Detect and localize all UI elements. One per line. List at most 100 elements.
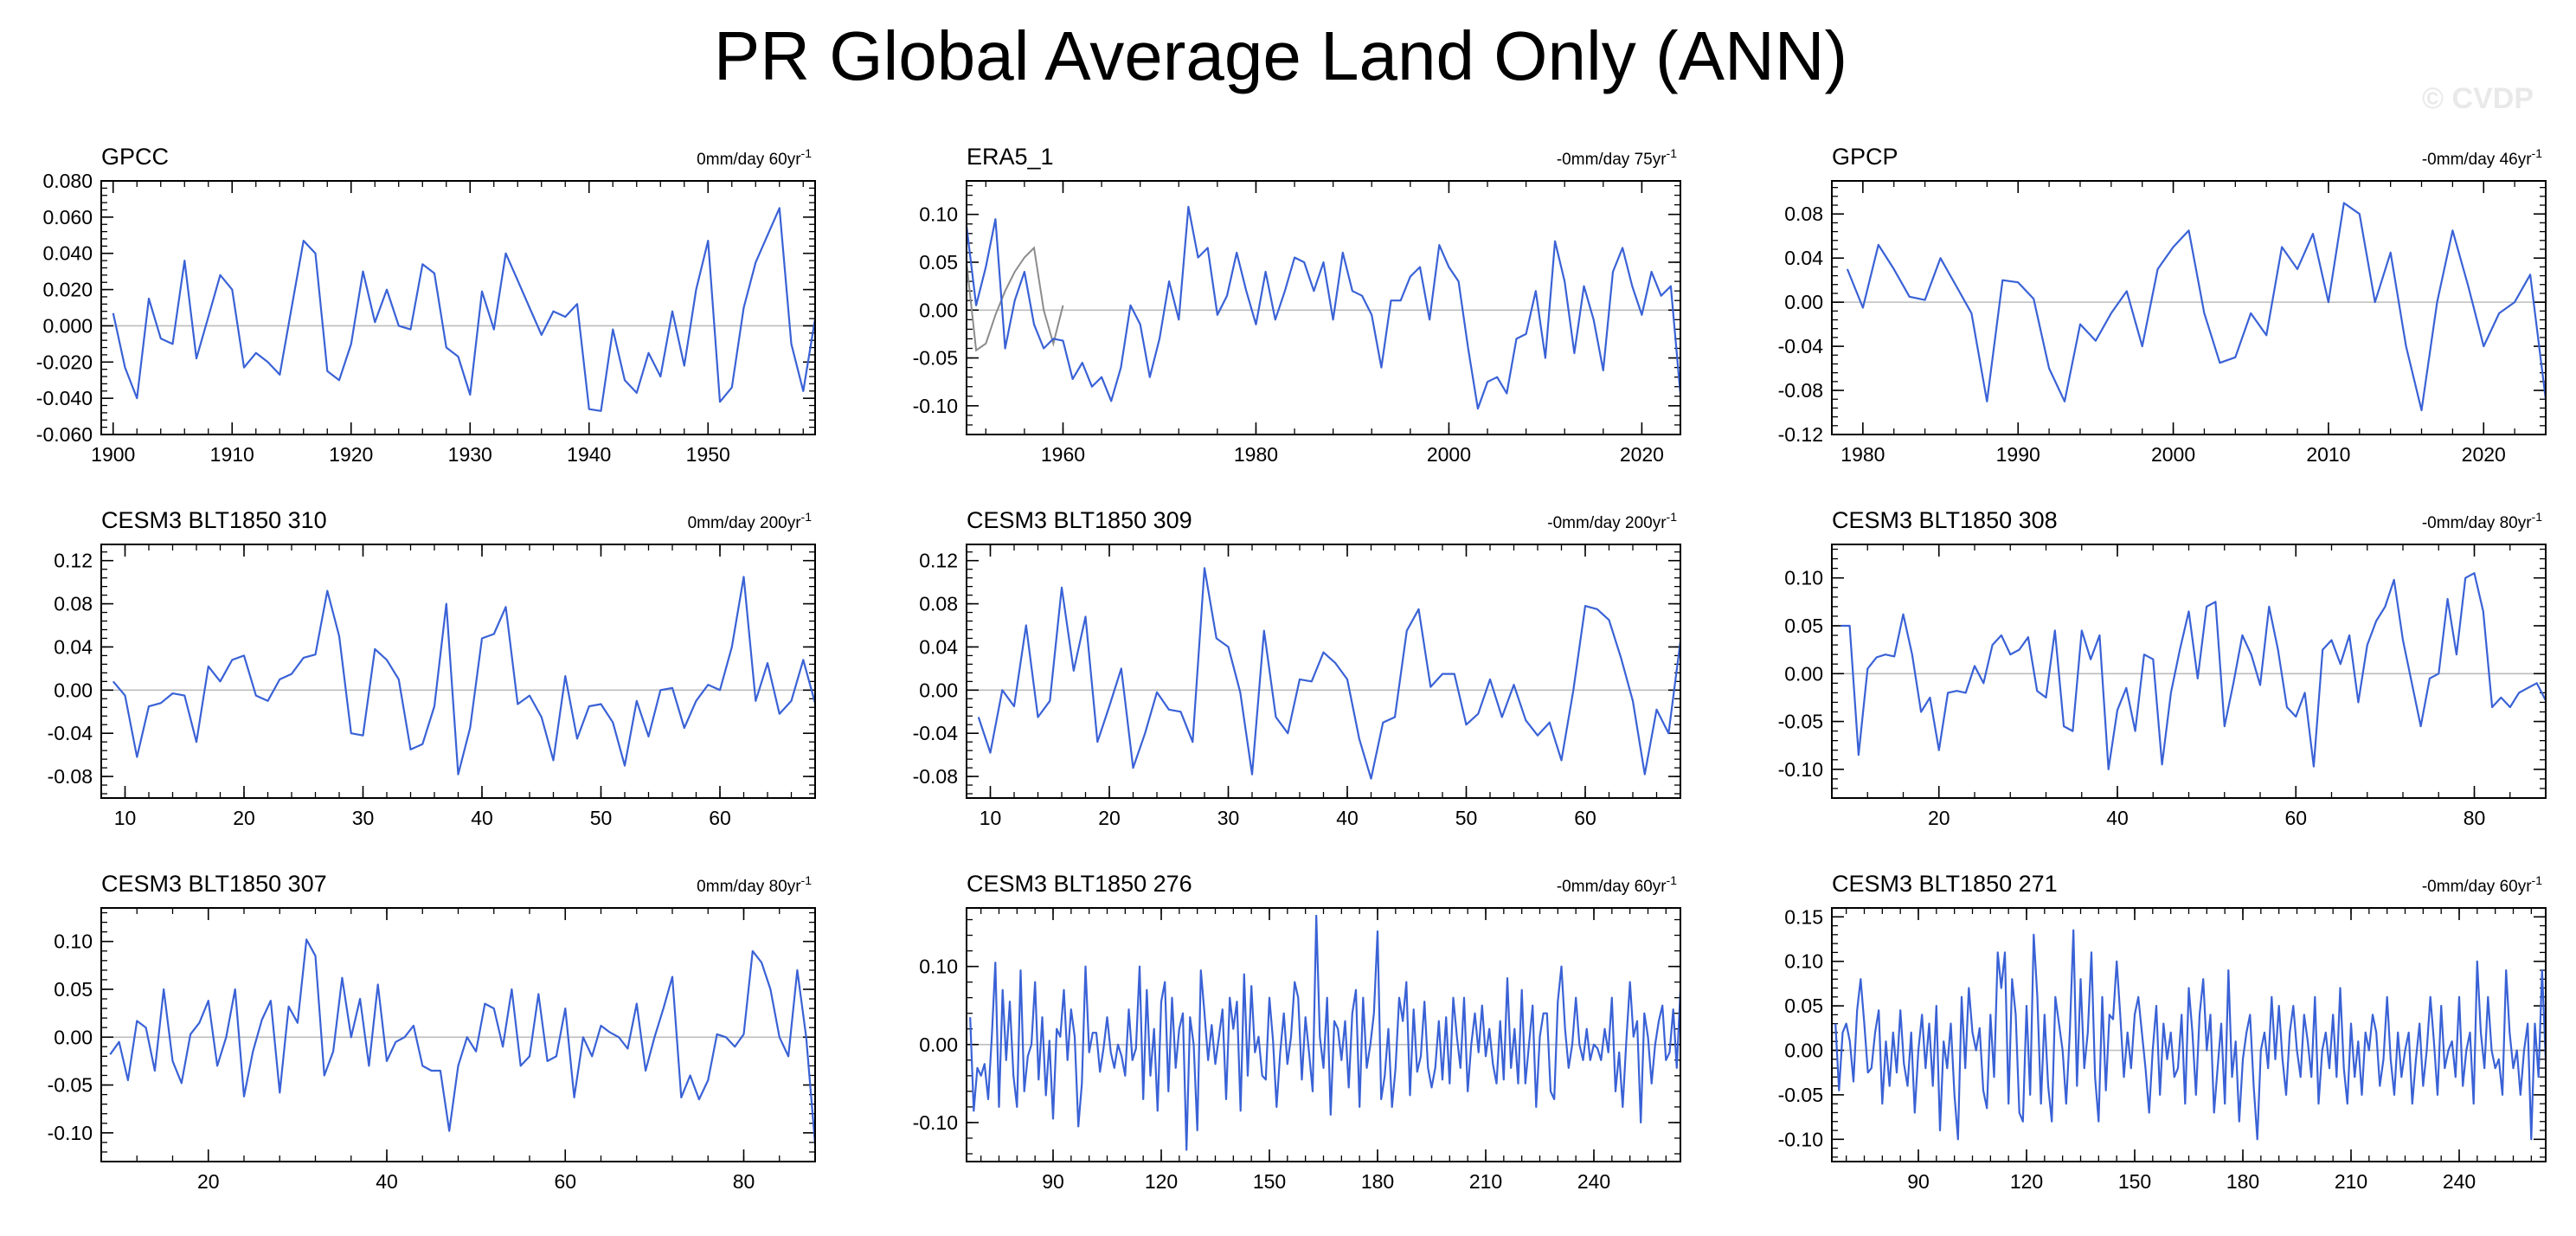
trend-exponent: -1 <box>2532 510 2543 524</box>
series-line <box>112 576 815 776</box>
panel-8: CESM3 BLT1850 276 -0mm/day 60yr-1 90 120 150… <box>913 871 1681 1193</box>
x-minor-ticks <box>112 181 804 435</box>
y-tick-label: -0.05 <box>48 1074 93 1097</box>
x-tick-label: 180 <box>2226 1170 2259 1193</box>
x-tick-label: 50 <box>1455 807 1478 829</box>
y-tick-label: 0.020 <box>42 279 93 301</box>
x-minor-ticks <box>1846 908 2532 1162</box>
y-tick-label: -0.04 <box>913 722 959 744</box>
series-line <box>1846 202 2546 412</box>
x-minor-ticks <box>985 181 1681 435</box>
y-tick-label: 0.10 <box>54 930 93 953</box>
panel-title: CESM3 BLT1850 276 <box>967 871 1192 897</box>
y-tick-label: -0.10 <box>913 395 958 417</box>
series-line <box>969 914 1680 1151</box>
x-tick-label: 40 <box>1336 807 1359 829</box>
panel-4: CESM3 BLT1850 310 0mm/day 200yr-1 10 20 30 40… <box>48 507 816 829</box>
x-tick-label: 40 <box>471 807 493 829</box>
series-line <box>967 205 1680 410</box>
y-tick-label: 0.08 <box>919 593 958 615</box>
y-tick-label: 0.10 <box>1784 567 1823 589</box>
y-tick-label: 0.10 <box>919 203 958 226</box>
plot-frame <box>966 544 1681 799</box>
y-tick-label: 0.12 <box>919 550 958 572</box>
series-line <box>1840 572 2546 770</box>
y-tick-label: -0.05 <box>913 347 958 370</box>
y-tick-label: -0.10 <box>1778 1128 1823 1150</box>
panel-title: CESM3 BLT1850 309 <box>967 507 1192 533</box>
x-tick-label: 150 <box>2118 1170 2151 1193</box>
x-tick-label: 20 <box>233 807 255 829</box>
trend-exponent: -1 <box>801 510 813 524</box>
y-tick-label: 0.10 <box>1784 950 1823 973</box>
y-tick-label: 0.08 <box>54 593 93 615</box>
x-tick-label: 210 <box>2335 1170 2367 1193</box>
trend-text: -0mm/day 46yr <box>2422 151 2532 169</box>
x-tick-label: 1940 <box>567 443 611 466</box>
x-tick-label: 60 <box>709 807 731 829</box>
x-tick-label: 60 <box>2284 807 2307 829</box>
y-minor-ticks <box>101 180 815 435</box>
x-tick-label: 2000 <box>2151 443 2195 466</box>
y-tick-label: -0.08 <box>1778 379 1823 402</box>
x-tick-label: 2020 <box>1620 443 1664 466</box>
series-line <box>977 567 1680 780</box>
y-tick-label: -0.10 <box>913 1111 958 1134</box>
plot-frame <box>966 180 1681 435</box>
trend-label: -0mm/day 60yr-1 <box>1557 873 1677 896</box>
panel-7: CESM3 BLT1850 307 0mm/day 80yr-1 20 40 60 80 -… <box>48 871 816 1193</box>
y-minor-ticks <box>967 551 1680 795</box>
overlay-series-line <box>967 246 1064 352</box>
series-line <box>1834 929 2546 1141</box>
y-tick-label: 0.00 <box>919 1033 958 1056</box>
trend-exponent: -1 <box>801 146 813 160</box>
x-tick-label: 2020 <box>2462 443 2506 466</box>
trend-label: 0mm/day 80yr-1 <box>697 873 812 896</box>
x-minor-ticks <box>100 908 816 1162</box>
panel-6: CESM3 BLT1850 308 -0mm/day 80yr-1 20 40 60 80… <box>1778 507 2547 829</box>
series-line <box>109 938 815 1145</box>
trend-label: -0mm/day 46yr-1 <box>2422 146 2542 169</box>
panel-title: CESM3 BLT1850 308 <box>1832 507 2058 533</box>
x-tick-label: 60 <box>1574 807 1596 829</box>
plot-frame <box>1831 544 2547 799</box>
trend-text: -0mm/day 75yr <box>1557 151 1667 169</box>
trend-label: 0mm/day 60yr-1 <box>697 146 812 169</box>
panel-2: ERA5_1 -0mm/day 75yr-1 1960 1980 2000 2020 -0.… <box>913 144 1681 466</box>
y-tick-label: 0.000 <box>42 314 93 337</box>
x-tick-label: 60 <box>554 1170 576 1193</box>
plot-frame <box>966 907 1681 1162</box>
x-tick-label: 30 <box>1217 807 1240 829</box>
y-tick-label: 0.00 <box>1784 662 1823 685</box>
y-tick-label: -0.05 <box>1778 711 1823 733</box>
y-tick-label: -0.020 <box>36 351 93 373</box>
x-tick-label: 50 <box>590 807 613 829</box>
y-tick-label: -0.10 <box>1778 758 1823 781</box>
series-line <box>112 207 815 412</box>
y-tick-label: -0.060 <box>36 423 93 446</box>
y-tick-label: -0.04 <box>1778 335 1824 357</box>
y-tick-label: -0.04 <box>48 722 93 744</box>
y-minor-ticks <box>101 551 815 795</box>
plot-frame <box>100 907 816 1162</box>
panel-9: CESM3 BLT1850 271 -0mm/day 60yr-1 90 120 150… <box>1778 871 2547 1193</box>
x-tick-label: 240 <box>1577 1170 1610 1193</box>
x-tick-label: 1980 <box>1234 443 1278 466</box>
page-title: PR Global Average Land Only (ANN) <box>714 17 1847 94</box>
trend-exponent: -1 <box>801 873 813 887</box>
x-tick-label: 1960 <box>1041 443 1085 466</box>
y-tick-label: -0.10 <box>48 1122 93 1144</box>
trend-text: -0mm/day 80yr <box>2422 514 2532 532</box>
x-tick-label: 1950 <box>686 443 730 466</box>
trend-label: -0mm/day 60yr-1 <box>2422 873 2542 896</box>
plot-frame <box>1831 907 2547 1162</box>
y-tick-label: -0.08 <box>48 765 93 788</box>
y-tick-label: 0.080 <box>42 170 93 192</box>
plot-frame <box>100 544 816 799</box>
plot-frame <box>100 180 816 435</box>
trend-label: 0mm/day 200yr-1 <box>688 510 813 532</box>
trend-exponent: -1 <box>1667 510 1678 524</box>
panel-title: CESM3 BLT1850 271 <box>1832 871 2058 897</box>
panel-1: GPCC 0mm/day 60yr-1 1900 1910 1920 1930 1940 19… <box>36 144 816 466</box>
panel-3: GPCP -0mm/day 46yr-1 1980 1990 2000 2010 2020 -… <box>1778 144 2547 466</box>
